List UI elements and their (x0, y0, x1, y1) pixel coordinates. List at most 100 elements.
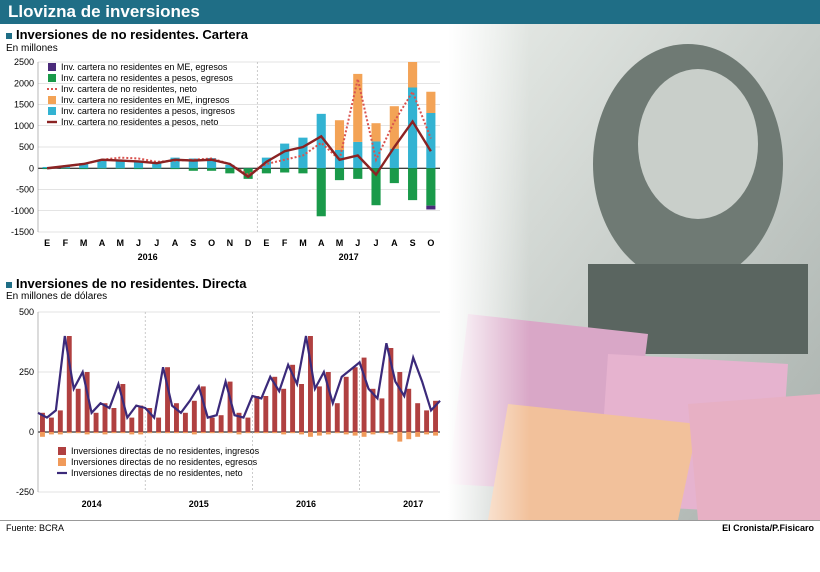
bar-pesos-egresos (207, 168, 217, 171)
bar-me-ingresos (334, 120, 345, 150)
cartera-title-text: Inversiones de no residentes. Cartera (16, 27, 248, 42)
credit-label: El Cronista/P.Fisicaro (722, 523, 814, 533)
y-tick-label: 0 (29, 163, 34, 173)
bar-directa-ingresos (299, 384, 304, 432)
bar-directa-egresos (361, 432, 367, 437)
x-tick-label: S (190, 238, 196, 248)
bar-pesos-ingresos (389, 148, 399, 169)
x-tick-label: F (282, 238, 288, 248)
x-tick-label: M (299, 238, 307, 248)
bar-directa-ingresos (93, 412, 99, 432)
bar-directa-egresos (147, 432, 153, 434)
bar-directa-egresos (111, 432, 117, 434)
bar-directa-ingresos (406, 388, 412, 432)
bar-directa-ingresos (281, 388, 287, 432)
bar-directa-egresos (370, 432, 376, 435)
bar-directa-ingresos (182, 412, 188, 432)
bar-directa-ingresos (84, 372, 90, 432)
bar-directa-ingresos (325, 372, 331, 432)
y-tick-label: -1000 (11, 206, 34, 216)
year-label: 2015 (189, 499, 209, 509)
x-tick-label: S (410, 238, 416, 248)
y-tick-label: -250 (16, 487, 34, 497)
bar-directa-egresos (433, 432, 438, 436)
bar-directa-egresos (316, 432, 322, 436)
bar-directa-egresos (66, 432, 72, 434)
legend-swatch (48, 107, 56, 115)
bar-directa-ingresos (433, 400, 438, 432)
bar-directa-egresos (245, 432, 251, 434)
bar-directa-ingresos (361, 357, 367, 432)
bar-pesos-ingresos (298, 137, 308, 169)
bar-directa-egresos (397, 432, 403, 442)
bar-me-ingresos (426, 91, 436, 113)
page-title: Llovizna de inversiones (8, 2, 200, 21)
bar-directa-ingresos (174, 403, 179, 432)
bar-directa-ingresos (111, 408, 117, 432)
bar-directa-egresos (138, 432, 144, 435)
bar-directa-egresos (325, 432, 331, 435)
bar-pesos-ingresos (225, 164, 235, 169)
bar-directa-ingresos (397, 372, 403, 432)
bar-directa-egresos (272, 432, 278, 434)
directa-unit-label: En millones de dólares (6, 291, 108, 302)
legend-label: Inv. cartera no residentes en ME, ingres… (61, 95, 230, 105)
y-tick-label: 1500 (14, 100, 34, 110)
bar-directa-egresos (352, 432, 358, 436)
bar-directa-egresos (84, 432, 90, 435)
y-tick-label: 0 (29, 427, 34, 437)
bar-pesos-ingresos (115, 161, 125, 169)
bar-pesos-ingresos (188, 158, 198, 169)
bullet-icon (6, 281, 12, 288)
bar-directa-ingresos (165, 367, 170, 432)
bar-directa-egresos (191, 432, 197, 435)
bar-directa-ingresos (57, 410, 63, 432)
bar-pesos-egresos (188, 168, 198, 171)
cartera-unit-label: En millones (6, 43, 58, 54)
bar-directa-ingresos (120, 384, 126, 432)
directa-chart: 500 250 0 -250 2014 2015 2016 2017 Inversiones d… (16, 307, 441, 509)
bar-directa-egresos (227, 432, 233, 434)
bar-directa-ingresos (156, 417, 162, 432)
bar-directa-ingresos (147, 408, 153, 432)
bar-directa-egresos (236, 432, 242, 435)
directa-title-text: Inversiones de no residentes. Directa (16, 276, 247, 291)
bar-directa-ingresos (200, 386, 206, 432)
footer-divider (0, 520, 820, 521)
line-cartera-neto (47, 78, 432, 176)
source-label: Fuente: BCRA (6, 523, 65, 533)
bar-directa-egresos (218, 432, 224, 434)
bar-directa-ingresos (138, 405, 144, 432)
bar-pesos-ingresos (408, 87, 418, 169)
bar-directa-ingresos (48, 417, 54, 432)
bar-pesos-egresos (42, 168, 52, 170)
y-tick-label: 250 (19, 367, 34, 377)
legend-label: Inversiones directas de no residentes, i… (71, 446, 260, 456)
bar-pesos-egresos (353, 168, 363, 179)
bar-directa-egresos (129, 432, 135, 435)
bar-directa-egresos (424, 432, 430, 435)
bar-pesos-ingresos (152, 162, 162, 169)
bar-directa-ingresos (370, 388, 376, 432)
bar-pesos-egresos (298, 168, 308, 174)
background-photo (448, 24, 820, 520)
title-bar (0, 0, 820, 24)
x-tick-label: E (263, 238, 269, 248)
y-tick-label: 2000 (14, 78, 34, 88)
x-tick-label: F (63, 238, 69, 248)
bar-pesos-ingresos (79, 163, 89, 169)
x-tick-label: A (172, 238, 179, 248)
bar-pesos-egresos (316, 168, 326, 217)
bar-directa-egresos (254, 432, 260, 434)
legend-label: Inversiones directas de no residentes, n… (71, 468, 243, 478)
y-tick-label: 2500 (14, 57, 34, 67)
bar-me-ingresos (389, 106, 399, 149)
legend-label: Inv. cartera de no residentes, neto (61, 84, 197, 94)
x-tick-label: M (116, 238, 124, 248)
legend-label: Inv. cartera no residentes en ME, egreso… (61, 62, 228, 72)
bar-pesos-ingresos (133, 160, 144, 169)
x-tick-label: M (336, 238, 344, 248)
bar-directa-ingresos (352, 367, 358, 432)
bar-directa-egresos (75, 432, 81, 434)
y-tick-label: -1500 (11, 227, 34, 237)
